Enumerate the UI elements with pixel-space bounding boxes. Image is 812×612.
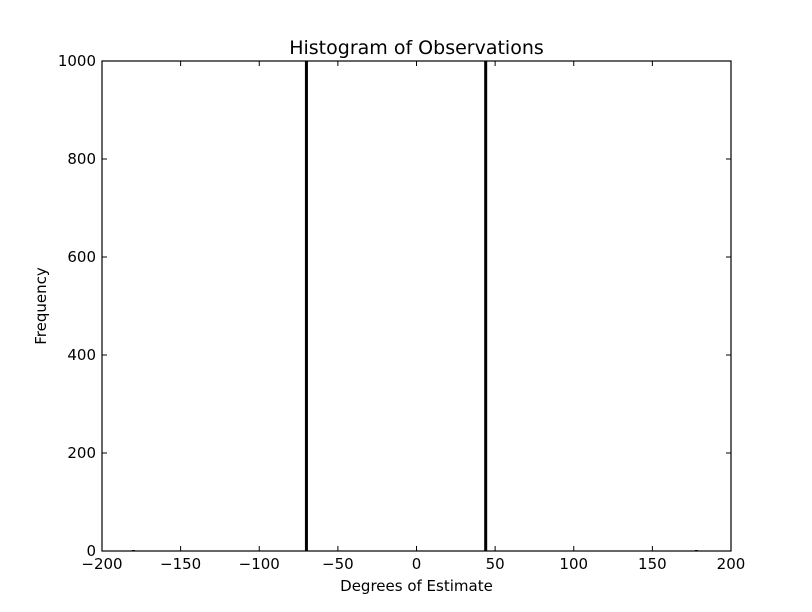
x-tick-label: −100: [239, 555, 280, 573]
histogram-bar: [484, 61, 488, 551]
x-tick-label: −150: [160, 555, 201, 573]
x-tick-label: −200: [81, 555, 122, 573]
x-tick-label: 200: [717, 555, 746, 573]
y-tick-label: 600: [67, 248, 96, 266]
y-axis-label: Frequency: [32, 267, 50, 345]
x-tick-label: 0: [412, 555, 422, 573]
x-axis-label: Degrees of Estimate: [340, 577, 493, 595]
y-tick-label: 400: [67, 346, 96, 364]
x-tick-label: 150: [638, 555, 667, 573]
x-tick-label: 50: [486, 555, 505, 573]
y-tick-label: 200: [67, 444, 96, 462]
x-tick-label: −50: [322, 555, 354, 573]
x-tick-label: 100: [559, 555, 588, 573]
histogram-bar: [304, 61, 308, 551]
plot-area: [102, 61, 731, 551]
y-tick-label: 800: [67, 150, 96, 168]
chart-title: Histogram of Observations: [289, 37, 544, 59]
y-tick-label: 1000: [58, 52, 96, 70]
y-tick-label: 0: [86, 542, 96, 560]
